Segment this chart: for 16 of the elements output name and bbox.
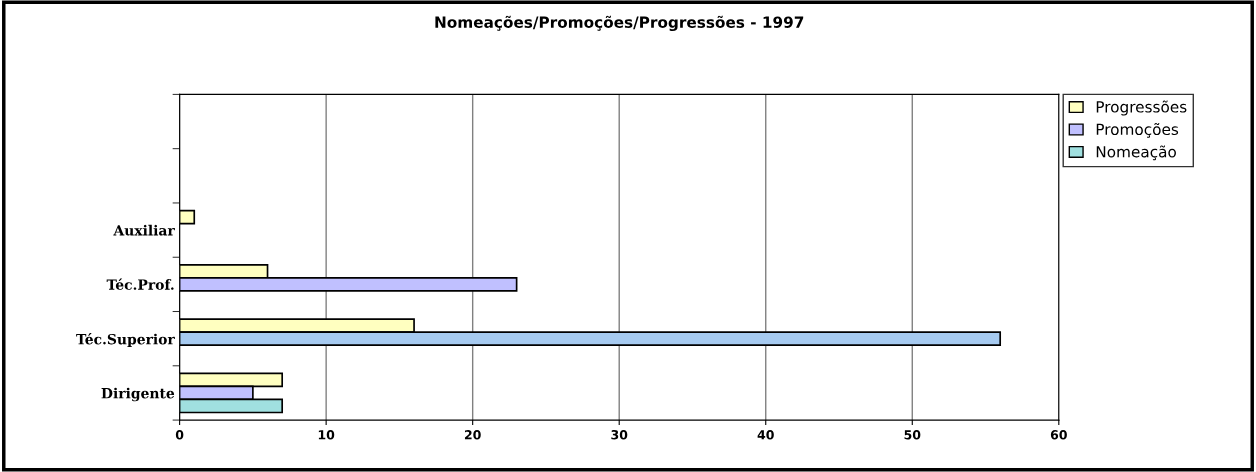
y-tick-label: Dirigente [101, 387, 175, 402]
legend-label: Progressões [1096, 100, 1187, 116]
x-tick-label: 30 [611, 430, 628, 440]
x-tick-label: 10 [318, 430, 335, 440]
x-tick-label: 20 [464, 430, 481, 440]
x-tick-label: 40 [757, 430, 774, 440]
legend-label: Promoções [1096, 122, 1179, 138]
legend-label: Nomeação [1096, 145, 1176, 161]
bar [179, 209, 196, 225]
y-tick-label: Téc.Superior [76, 333, 175, 348]
y-tick-label: Téc.Prof. [106, 278, 174, 290]
x-tick-label: 60 [1050, 430, 1067, 440]
x-tick-label: 50 [904, 430, 921, 440]
chart-title: Nomeações/Promoções/Progressões - 1997 [435, 15, 804, 32]
x-tick-label: 0 [175, 430, 184, 440]
y-tick-label: Auxiliar [113, 224, 175, 236]
